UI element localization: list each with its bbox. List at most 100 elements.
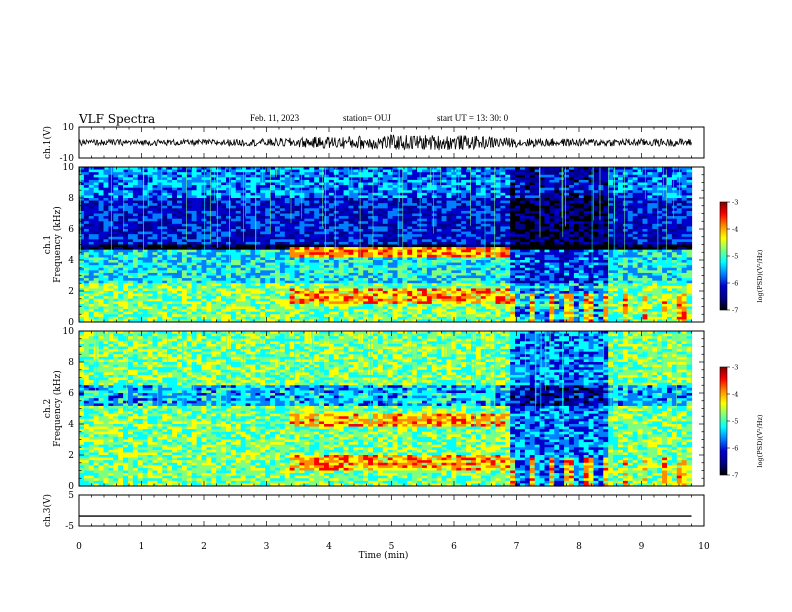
spectrogram-cell [230,208,237,212]
spectrogram-cell [471,275,477,279]
spectrogram-cell [152,221,158,225]
spectrogram-cell [461,316,467,321]
spectrogram-cell [373,306,379,310]
spectrogram-cell [466,311,472,315]
spectrogram-cell [348,280,354,284]
spectrogram-cell [387,229,394,233]
spectrogram-cell [206,234,212,238]
spectrogram-cell [412,301,418,305]
spectrogram-cell [191,303,198,308]
spectrogram-cell [79,192,85,197]
spectrogram-cell [103,200,109,204]
spectrogram-cell [128,262,134,266]
spectrogram-cell [446,167,452,171]
spectrogram-cell [245,262,252,266]
spectrogram-cell [328,192,335,197]
spectrogram-cell [132,309,139,313]
spectrogram-cell [328,205,335,209]
spectrogram-cell [412,236,418,240]
spectrogram-cell [422,213,428,217]
spectrogram-cell [103,223,109,228]
spectrogram-cell [118,195,124,199]
spectrogram-cell [417,244,423,248]
spectrogram-cell [88,283,95,287]
spectrogram-cell [294,218,301,222]
spectrogram-cell [387,270,394,274]
spectrogram-cell [137,177,144,181]
spectrogram-cell [338,177,345,181]
spectrogram-cell [412,262,418,266]
spectrogram-cell [343,314,350,318]
spectrogram-cell [221,280,227,284]
spectrogram-cell [319,244,325,248]
spectrogram-cell [373,280,379,284]
spectrogram-cell [426,229,433,233]
spectrogram-cell [343,257,350,261]
spectrogram-cell [191,270,198,274]
spectrogram-cell [363,272,369,277]
spectrogram-cell [118,231,124,235]
spectrogram-cell [304,278,310,282]
spectrogram-cell [123,167,129,171]
spectrogram-cell [333,260,340,264]
spectrogram-cell [152,182,158,186]
spectrogram-cell [118,280,124,284]
spectrogram-cell [284,249,291,253]
spectrogram-cell [314,291,320,295]
spectrogram-cell [466,283,472,287]
spectrogram-cell [353,200,359,204]
spectrogram-cell [226,169,232,173]
spectrogram-cell [113,309,119,313]
spectrogram-cell [260,221,266,225]
spectrogram-cell [407,309,413,313]
spectrogram-cell [206,213,212,217]
spectrogram-cell [309,177,315,181]
spectrogram-cell [289,311,296,315]
spectrogram-cell [177,278,183,282]
spectrogram-cell [93,288,100,292]
spectrogram-cell [191,298,198,302]
spectrogram-cell [402,278,408,282]
spectrogram-cell [83,270,90,274]
spectrogram-cell [284,210,291,215]
spectrogram-cell [265,236,271,240]
spectrogram-cell [353,270,359,274]
spectrogram-cell [294,221,301,225]
spectrogram-cell [358,316,364,321]
spectrogram-cell [157,190,163,194]
spectrogram-cell [79,288,85,292]
spectrogram-cell [402,311,408,315]
spectrogram-cell [392,190,399,194]
spectrogram-cell [167,192,173,197]
spectrogram-cell [270,291,276,295]
spectrogram-cell [206,241,212,246]
spectrogram-cell [309,254,315,259]
spectrogram-cell [142,221,149,225]
spectrogram-cell [265,280,271,284]
spectrogram-cell [108,298,114,302]
spectrogram-cell [363,208,369,212]
spectrogram-cell [279,247,286,251]
spectrogram-cell [373,267,379,271]
spectrogram-cell [309,291,315,295]
spectrogram-cell [319,260,325,264]
spectrogram-cell [279,221,286,225]
spectrogram-cell [328,252,335,256]
spectrogram-cell [147,296,154,300]
spectrogram-cell [191,285,198,290]
spectrogram-cell [402,177,408,181]
spectrogram-cell [451,198,457,202]
spectrogram-cell [157,200,163,204]
spectrogram-cell [167,200,173,204]
spectrogram-cell [407,288,413,292]
spectrogram-cell [368,229,374,233]
spectrogram-cell [324,182,330,186]
spectrogram-cell [79,226,85,230]
spectrogram-cell [363,306,369,310]
spectrogram-cell [196,177,203,181]
spectrogram-cell [177,265,183,269]
spectrogram-cell [191,229,198,233]
spectrogram-cell [328,195,335,199]
spectrogram-cell [348,301,354,305]
spectrogram-cell [426,200,433,204]
